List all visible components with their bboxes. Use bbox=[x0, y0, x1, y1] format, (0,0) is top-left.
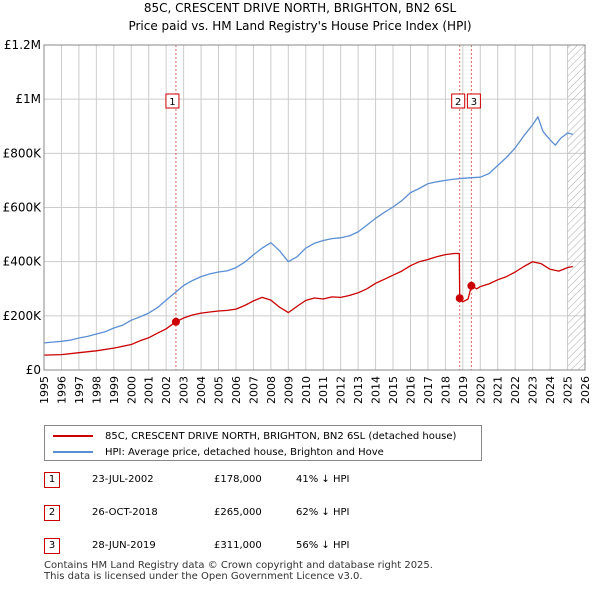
x-tick-label: 1995 bbox=[38, 376, 51, 404]
x-tick-label: 2026 bbox=[579, 376, 592, 404]
sale-hpi-diff: 56% ↓ HPI bbox=[296, 540, 350, 551]
footer: Contains HM Land Registry data © Crown c… bbox=[44, 560, 433, 582]
chart-subtitle: Price paid vs. HM Land Registry's House … bbox=[128, 19, 472, 33]
legend-label-property: 85C, CRESCENT DRIVE NORTH, BRIGHTON, BN2… bbox=[105, 430, 457, 442]
x-tick-label: 2016 bbox=[404, 376, 417, 404]
x-tick-label: 2009 bbox=[282, 376, 295, 404]
table-row: 1 23-JUL-2002 £178,000 41% ↓ HPI bbox=[44, 470, 564, 490]
x-tick-label: 2000 bbox=[125, 376, 138, 404]
sale-number-badge: 1 bbox=[44, 472, 60, 488]
sale-price: £178,000 bbox=[214, 474, 262, 485]
y-tick-label: £1.2M bbox=[4, 38, 41, 52]
table-row: 3 28-JUN-2019 £311,000 56% ↓ HPI bbox=[44, 536, 564, 556]
hpi-line bbox=[43, 116, 573, 344]
table-row: 2 26-OCT-2018 £265,000 62% ↓ HPI bbox=[44, 503, 564, 523]
legend: 85C, CRESCENT DRIVE NORTH, BRIGHTON, BN2… bbox=[44, 425, 482, 461]
x-tick-label: 2024 bbox=[544, 376, 557, 404]
plot-frame bbox=[43, 44, 586, 371]
legend-label-hpi: HPI: Average price, detached house, Brig… bbox=[105, 446, 384, 458]
x-tick-label: 1999 bbox=[108, 376, 121, 404]
sale-hpi-diff: 41% ↓ HPI bbox=[296, 474, 350, 485]
y-tick-label: £200K bbox=[3, 309, 43, 323]
x-tick-label: 2019 bbox=[457, 376, 470, 404]
y-tick-label: £400K bbox=[3, 255, 43, 269]
sale-point bbox=[467, 281, 476, 290]
x-tick-label: 2022 bbox=[509, 376, 522, 404]
sale-price: £265,000 bbox=[214, 507, 262, 518]
sale-date: 23-JUL-2002 bbox=[92, 474, 154, 485]
x-tick-label: 2001 bbox=[143, 376, 156, 404]
x-tick-label: 1997 bbox=[73, 376, 86, 404]
x-tick-label: 2003 bbox=[178, 376, 191, 404]
sale-price: £311,000 bbox=[214, 540, 262, 551]
y-tick-label: £0 bbox=[26, 363, 41, 377]
legend-swatch-property bbox=[53, 435, 93, 437]
sale-number-label: 2 bbox=[455, 97, 461, 108]
y-tick-label: £1M bbox=[15, 92, 41, 106]
x-tick-label: 1996 bbox=[55, 376, 68, 404]
x-tick-label: 2002 bbox=[160, 376, 173, 404]
x-tick-label: 2023 bbox=[527, 376, 540, 404]
x-tick-label: 2005 bbox=[213, 376, 226, 404]
x-tick-label: 2021 bbox=[492, 376, 505, 404]
sale-date: 28-JUN-2019 bbox=[92, 540, 156, 551]
x-tick-label: 2010 bbox=[300, 376, 313, 404]
future-hatch-region bbox=[567, 45, 585, 370]
x-tick-label: 2017 bbox=[422, 376, 435, 404]
x-tick-label: 2008 bbox=[265, 376, 278, 404]
sale-number-label: 3 bbox=[471, 97, 477, 108]
x-tick-label: 2020 bbox=[474, 376, 487, 404]
sale-number-box bbox=[466, 93, 481, 109]
sale-number-label: 1 bbox=[169, 97, 175, 108]
legend-item-hpi: HPI: Average price, detached house, Brig… bbox=[45, 444, 384, 460]
x-tick-label: 2015 bbox=[387, 376, 400, 404]
x-tick-label: 2006 bbox=[230, 376, 243, 404]
footer-copyright: Contains HM Land Registry data © Crown c… bbox=[44, 560, 433, 571]
chart-title: 85C, CRESCENT DRIVE NORTH, BRIGHTON, BN2… bbox=[143, 1, 457, 15]
x-tick-label: 2011 bbox=[317, 376, 330, 404]
x-tick-label: 2018 bbox=[439, 376, 452, 404]
sale-hpi-diff: 62% ↓ HPI bbox=[296, 507, 350, 518]
x-tick-label: 2012 bbox=[335, 376, 348, 404]
sale-number-badge: 3 bbox=[44, 538, 60, 554]
x-tick-label: 2007 bbox=[247, 376, 260, 404]
legend-swatch-hpi bbox=[53, 451, 93, 453]
y-tick-label: £600K bbox=[3, 201, 43, 215]
x-tick-label: 2004 bbox=[195, 376, 208, 404]
sale-date: 26-OCT-2018 bbox=[92, 507, 158, 518]
x-tick-label: 2014 bbox=[370, 376, 383, 404]
sale-number-box bbox=[165, 93, 180, 109]
sale-number-badge: 2 bbox=[44, 505, 60, 521]
footer-licence: This data is licensed under the Open Gov… bbox=[44, 571, 363, 582]
y-tick-label: £800K bbox=[3, 146, 43, 160]
x-tick-label: 2013 bbox=[352, 376, 365, 404]
x-tick-label: 2025 bbox=[562, 376, 575, 404]
legend-item-property: 85C, CRESCENT DRIVE NORTH, BRIGHTON, BN2… bbox=[45, 428, 456, 444]
sale-number-box bbox=[451, 93, 466, 109]
sale-point bbox=[171, 317, 180, 326]
x-tick-label: 1998 bbox=[90, 376, 103, 404]
sale-point bbox=[455, 294, 464, 303]
